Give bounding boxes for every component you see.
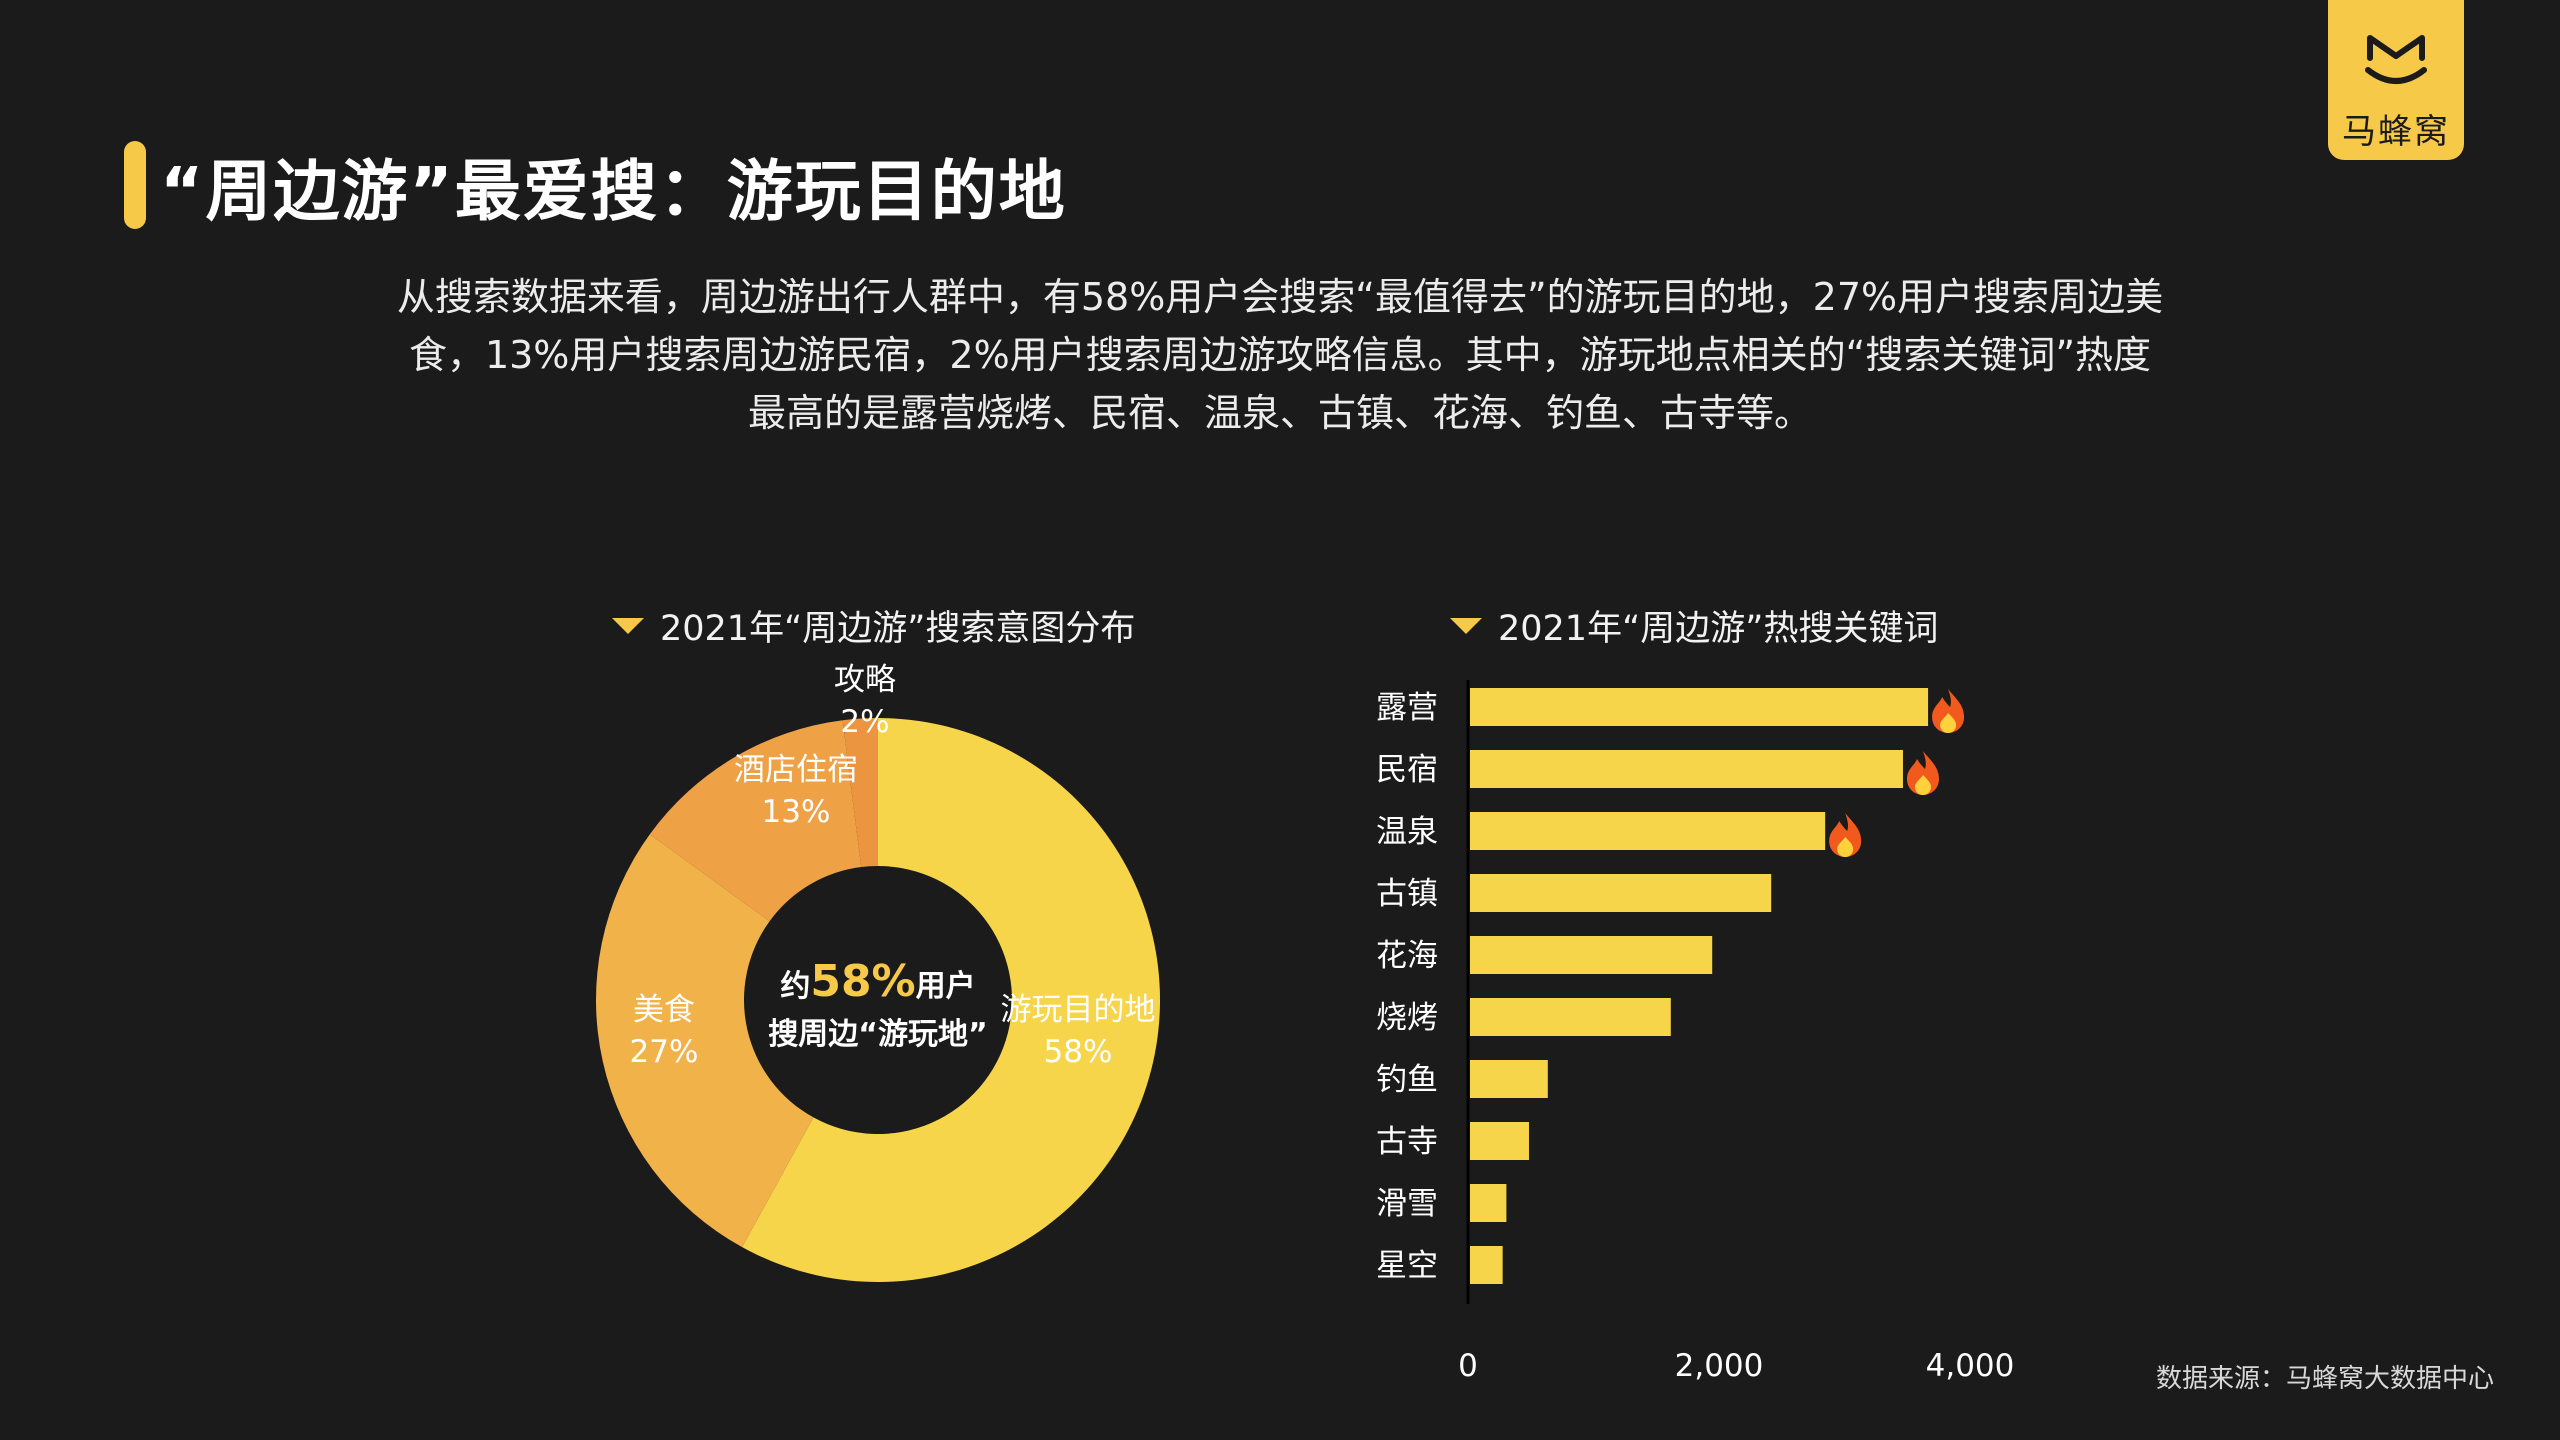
slice-hotel <box>649 720 862 922</box>
fire-inner <box>1837 837 1854 857</box>
slice-destination <box>742 718 1160 1282</box>
center-suffix: 用户 <box>916 969 976 1004</box>
donut-center-headline: 约58%用户 <box>780 956 975 1007</box>
fire-inner <box>1914 775 1931 795</box>
category-label: 民宿 <box>1376 752 1438 788</box>
fire-icon <box>1829 813 1862 857</box>
bar <box>1470 874 1772 912</box>
donut-center-subline: 搜周边“游玩地” <box>768 1017 987 1052</box>
fire-icon <box>1906 751 1939 795</box>
category-label: 古寺 <box>1376 1124 1438 1160</box>
bar-chart-title: 2021年“周边游”热搜关键词 <box>1450 600 1938 651</box>
triangle-marker-icon <box>612 617 644 634</box>
slice-label: 游玩目的地 <box>1001 992 1156 1028</box>
slice-label: 美食 <box>633 992 695 1028</box>
x-tick-label: 4,000 <box>1926 1348 2015 1380</box>
bar <box>1470 812 1826 850</box>
intro-paragraph: 从搜索数据来看，周边游出行人群中，有58%用户会搜索“最值得去”的游玩目的地，2… <box>380 268 2180 442</box>
fire-outer <box>1906 751 1939 795</box>
donut-chart-title: 2021年“周边游”搜索意图分布 <box>612 600 1135 651</box>
bar-chart-title-text: 2021年“周边游”热搜关键词 <box>1498 609 1939 649</box>
slice-guide <box>842 718 878 868</box>
slice-label: 酒店住宿 <box>734 752 858 788</box>
category-label: 花海 <box>1376 938 1438 974</box>
donut-chart-title-text: 2021年“周边游”搜索意图分布 <box>660 609 1136 649</box>
mafengwo-logo: 马蜂窝 <box>2328 0 2464 160</box>
intro-line: 从搜索数据来看，周边游出行人群中，有58%用户会搜索“最值得去”的游玩目的地，2… <box>396 275 2164 319</box>
category-label: 烧烤 <box>1376 1000 1438 1036</box>
logo-mark-icon <box>2365 35 2427 84</box>
logo-text: 马蜂窝 <box>2342 112 2450 152</box>
slice-label: 攻略 <box>834 662 896 698</box>
center-value: 58% <box>810 956 915 1007</box>
category-label: 钓鱼 <box>1376 1062 1438 1098</box>
fire-outer <box>1932 689 1965 733</box>
fire-inner <box>1940 713 1957 733</box>
bar <box>1470 936 1713 974</box>
slice-food <box>596 834 814 1248</box>
x-tick-label: 2,000 <box>1675 1348 1764 1380</box>
category-label: 古镇 <box>1376 876 1438 912</box>
center-prefix: 约 <box>780 969 810 1004</box>
intro-line: 最高的是露营烧烤、民宿、温泉、古镇、花海、钓鱼、古寺等。 <box>747 391 1812 435</box>
title-accent-bar <box>124 141 146 229</box>
data-source: 数据来源：马蜂窝大数据中心 <box>2155 1364 2494 1394</box>
bar <box>1470 688 1929 726</box>
slice-value-label: 2% <box>840 704 889 740</box>
bar <box>1470 1184 1507 1222</box>
bar <box>1470 1246 1503 1284</box>
bar <box>1470 750 1903 788</box>
category-label: 滑雪 <box>1376 1186 1438 1222</box>
slice-value-label: 13% <box>762 794 831 830</box>
bar <box>1470 998 1671 1036</box>
triangle-marker-icon <box>1450 617 1482 634</box>
page-title: “周边游”最爱搜：游玩目的地 <box>160 153 1067 230</box>
intro-line: 食，13%用户搜索周边游民宿，2%用户搜索周边游攻略信息。其中，游玩地点相关的“… <box>408 333 2152 377</box>
category-label: 星空 <box>1376 1248 1438 1284</box>
fire-outer <box>1829 813 1862 857</box>
slice-value-label: 58% <box>1044 1034 1113 1070</box>
fire-icon <box>1932 689 1965 733</box>
category-label: 温泉 <box>1376 814 1438 850</box>
category-label: 露营 <box>1376 690 1438 726</box>
x-tick-label: 0 <box>1458 1348 1478 1380</box>
slice-value-label: 27% <box>630 1034 699 1070</box>
bar <box>1470 1122 1529 1160</box>
bar <box>1470 1060 1548 1098</box>
